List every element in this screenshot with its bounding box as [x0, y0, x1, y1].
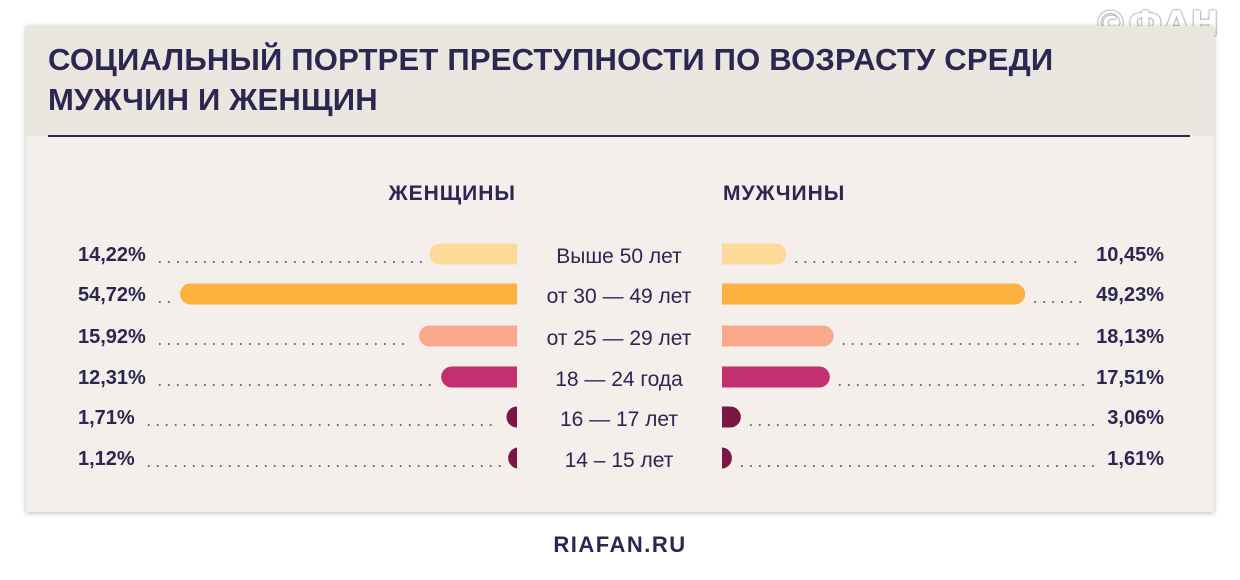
women-bar: [180, 283, 517, 305]
women-value-label: 1,12%: [78, 448, 135, 470]
women-value-label: 14,22%: [78, 244, 146, 266]
women-bar: [508, 447, 521, 469]
men-bar: [722, 325, 834, 347]
header-band: СОЦИАЛЬНЫЙ ПОРТРЕТ ПРЕСТУПНОСТИ ПО ВОЗРА…: [26, 26, 1214, 137]
age-category-label: 16 — 17 лет: [560, 408, 678, 431]
women-value-label: 12,31%: [78, 367, 146, 389]
source-footer: RIAFAN.RU: [553, 532, 687, 557]
men-value-label: 18,13%: [1096, 326, 1164, 348]
legend-men: МУЖЧИНЫ: [723, 182, 845, 205]
butterfly-bar-chart: ЖЕНЩИНЫ МУЖЧИНЫ 14,22% Выше 50 лет 10,45% 54,…: [78, 182, 1164, 472]
men-value-label: 49,23%: [1096, 284, 1164, 306]
age-category-label: 18 — 24 года: [555, 368, 683, 391]
age-category-label: 14 – 15 лет: [565, 449, 674, 472]
men-bar: [722, 406, 741, 428]
age-category-label: от 30 — 49 лет: [547, 285, 692, 308]
men-value-label: 3,06%: [1107, 407, 1164, 429]
men-value-label: 1,61%: [1107, 448, 1164, 470]
women-value-label: 54,72%: [78, 284, 146, 306]
women-bar: [418, 325, 517, 347]
men-bar: [722, 447, 732, 469]
age-category-label: Выше 50 лет: [556, 245, 682, 268]
men-bar: [722, 366, 830, 388]
infographic-card: СОЦИАЛЬНЫЙ ПОРТРЕТ ПРЕСТУПНОСТИ ПО ВОЗРА…: [26, 26, 1214, 512]
legend-women: ЖЕНЩИНЫ: [388, 182, 516, 205]
chart-title: СОЦИАЛЬНЫЙ ПОРТРЕТ ПРЕСТУПНОСТИ ПО ВОЗРА…: [48, 42, 1054, 117]
age-category-label: от 25 — 29 лет: [547, 327, 692, 350]
men-value-label: 17,51%: [1096, 367, 1164, 389]
men-bar: [722, 243, 787, 265]
men-bar: [722, 283, 1026, 305]
women-value-label: 15,92%: [78, 326, 146, 348]
women-value-label: 1,71%: [78, 407, 135, 429]
title-rule: [48, 135, 1190, 137]
women-bar: [429, 243, 517, 265]
women-bar: [506, 406, 517, 428]
women-bar: [441, 366, 517, 388]
men-value-label: 10,45%: [1096, 244, 1164, 266]
